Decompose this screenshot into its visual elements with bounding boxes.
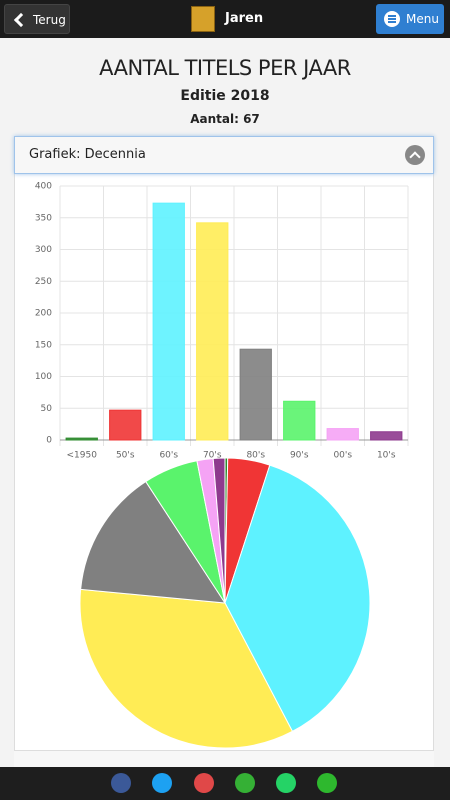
bar	[152, 202, 185, 441]
y-tick-label: 400	[35, 182, 52, 192]
bar	[283, 400, 316, 441]
x-tick-label: 70's	[203, 451, 222, 461]
back-button[interactable]: Terug	[4, 4, 70, 34]
x-tick-label: 50's	[116, 451, 135, 461]
panel-header[interactable]: Grafiek: Decennia	[14, 136, 434, 174]
bar	[239, 348, 272, 441]
x-tick-label: 80's	[246, 451, 265, 461]
pie-slice	[79, 588, 294, 749]
bar	[65, 437, 98, 441]
y-tick-label: 250	[35, 277, 52, 287]
facebook-share[interactable]	[111, 773, 131, 793]
top-bar: Terug Jaren Menu	[0, 0, 450, 38]
menu-icon	[384, 11, 400, 27]
bar	[109, 409, 142, 441]
x-tick-label: 10's	[377, 451, 396, 461]
panel-title: Grafiek: Decennia	[29, 147, 146, 162]
x-tick-label: 90's	[290, 451, 309, 461]
x-tick-label: 00's	[333, 451, 352, 461]
y-tick-label: 300	[35, 245, 52, 255]
whatsapp-share[interactable]	[276, 773, 296, 793]
collapse-icon[interactable]	[405, 145, 425, 165]
y-tick-label: 100	[35, 372, 52, 382]
logo	[191, 6, 215, 32]
page-title: AANTAL TITELS PER JAAR	[99, 56, 351, 80]
sms-share[interactable]	[235, 773, 255, 793]
pie-slice	[80, 480, 226, 604]
y-tick-label: 150	[35, 340, 52, 350]
menu-button[interactable]: Menu	[376, 4, 444, 34]
menu-label: Menu	[406, 12, 439, 26]
bar	[370, 431, 403, 441]
app-title: Jaren	[225, 11, 264, 26]
share[interactable]	[317, 773, 337, 793]
y-tick-label: 50	[41, 404, 53, 414]
twitter-share[interactable]	[152, 773, 172, 793]
bar	[326, 428, 359, 441]
y-tick-label: 0	[46, 436, 52, 446]
email-share[interactable]	[194, 773, 214, 793]
x-tick-label: <1950	[67, 451, 98, 461]
y-tick-label: 350	[35, 213, 52, 223]
pie-slice	[224, 464, 371, 733]
x-tick-label: 60's	[159, 451, 178, 461]
edition: Editie 2018	[180, 88, 270, 104]
share-bar	[0, 767, 450, 800]
count: Aantal: 67	[190, 112, 260, 126]
bar	[196, 222, 229, 441]
y-tick-label: 200	[35, 309, 52, 319]
pie-slice	[212, 457, 226, 604]
